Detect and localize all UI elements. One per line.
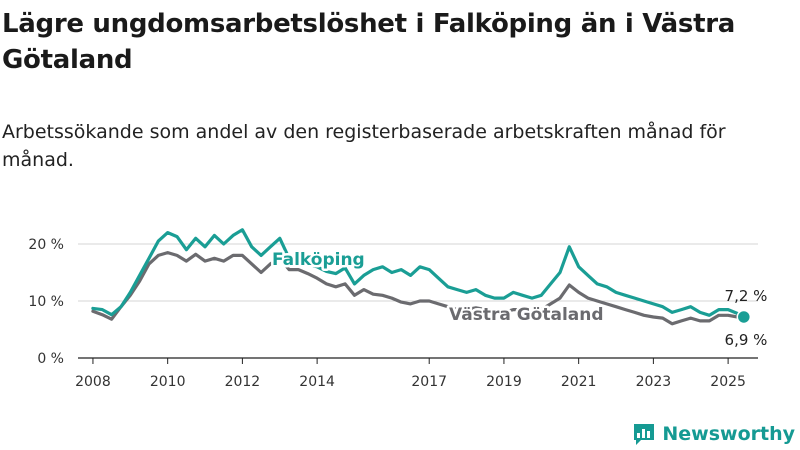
series-name-label: Falköping: [272, 250, 365, 270]
end-point-marker: [736, 309, 752, 325]
x-tick-label: 2023: [636, 374, 672, 390]
chart-title: Lägre ungdomsarbetslöshet i Falköping än…: [2, 9, 735, 75]
y-tick-label: 0 %: [37, 351, 64, 367]
y-tick-label: 20 %: [28, 237, 64, 253]
y-axis-ticks: 0 % 10 % 20 %: [28, 237, 64, 367]
series-labels: Falköping Västra Götaland 7,2 % 6,9 %: [270, 248, 768, 350]
x-tick-label: 2008: [75, 374, 111, 390]
chart-subtitle: Arbetssökande som andel av den registerb…: [2, 121, 726, 171]
series-name-label: Västra Götaland: [449, 305, 604, 325]
x-axis-ticks: 2008 2010 2012 2014 2017 2019 2021 2023 2025: [75, 358, 746, 390]
end-value-label-falkoping: 7,2 %: [725, 287, 768, 305]
x-tick-label: 2012: [225, 374, 261, 390]
newsworthy-logo: Newsworthy: [632, 422, 795, 446]
series-line-falkoping: [91, 228, 746, 319]
x-tick-label: 2021: [561, 374, 597, 390]
x-tick-label: 2010: [150, 374, 186, 390]
series-line-vastra-gotaland: [91, 251, 746, 326]
series-lines: [91, 228, 746, 326]
x-tick-label: 2017: [411, 374, 447, 390]
x-tick-label: 2019: [486, 374, 522, 390]
brand-name: Newsworthy: [662, 423, 795, 445]
newsworthy-bars-icon: [634, 424, 655, 445]
y-tick-label: 10 %: [28, 294, 64, 310]
x-tick-label: 2014: [299, 374, 335, 390]
end-value-label-vastra-gotaland: 6,9 %: [725, 331, 768, 349]
x-tick-label: 2025: [710, 374, 746, 390]
